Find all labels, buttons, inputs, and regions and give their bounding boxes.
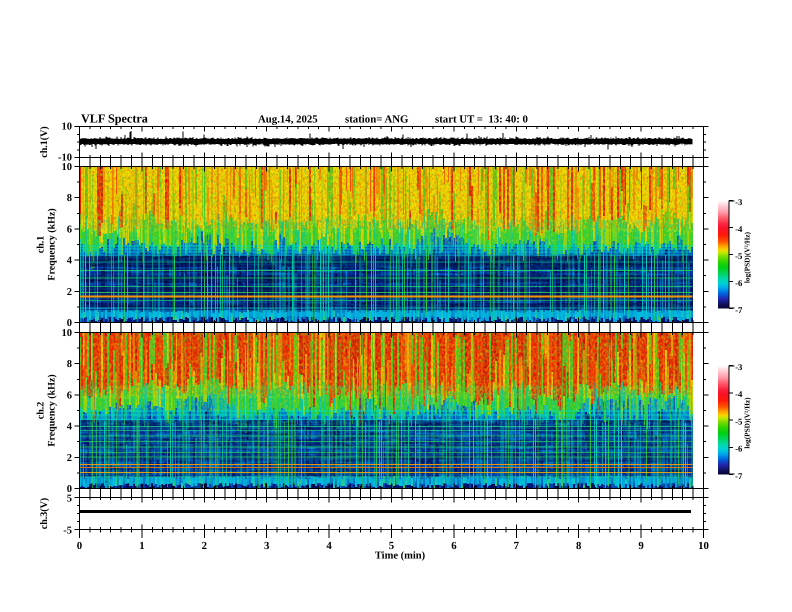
svg-text:VLF Spectra: VLF Spectra: [81, 112, 148, 126]
svg-text:-4: -4: [735, 389, 743, 399]
svg-text:-4: -4: [735, 224, 743, 234]
svg-text:start UT = 13: 40: 0: start UT = 13: 40: 0: [435, 114, 528, 126]
svg-text:5: 5: [67, 494, 72, 505]
svg-text:6: 6: [67, 224, 72, 235]
svg-text:-5: -5: [63, 526, 72, 537]
svg-text:station= ANG: station= ANG: [345, 114, 409, 126]
svg-text:5: 5: [389, 540, 394, 552]
svg-text:log(PSD)(V²/Hz): log(PSD)(V²/Hz): [743, 231, 752, 283]
svg-text:-5: -5: [735, 251, 743, 261]
svg-text:4: 4: [67, 256, 73, 267]
svg-text:0: 0: [77, 540, 82, 552]
svg-text:Frequency (kHz): Frequency (kHz): [47, 208, 58, 280]
svg-text:-7: -7: [735, 305, 743, 315]
svg-text:ch.1(V): ch.1(V): [39, 126, 50, 157]
svg-text:Aug.14, 2025: Aug.14, 2025: [258, 114, 318, 126]
svg-text:-7: -7: [735, 471, 743, 481]
svg-text:-5: -5: [735, 416, 743, 426]
svg-text:-6: -6: [735, 278, 743, 288]
svg-text:log(PSD)(V²/Hz): log(PSD)(V²/Hz): [743, 397, 752, 449]
svg-text:4: 4: [326, 540, 332, 552]
svg-text:10: 10: [698, 540, 709, 552]
svg-text:0: 0: [67, 484, 72, 495]
svg-text:2: 2: [202, 540, 207, 552]
svg-text:9: 9: [638, 540, 644, 552]
svg-text:Frequency (kHz): Frequency (kHz): [47, 374, 58, 446]
svg-text:ch.2: ch.2: [36, 402, 47, 420]
svg-text:6: 6: [67, 390, 72, 401]
svg-text:-3: -3: [735, 362, 743, 372]
svg-text:8: 8: [576, 540, 582, 552]
svg-text:6: 6: [451, 540, 457, 552]
svg-text:7: 7: [514, 540, 520, 552]
svg-text:2: 2: [67, 287, 72, 298]
svg-text:-6: -6: [735, 444, 743, 454]
svg-text:-3: -3: [735, 197, 743, 207]
svg-text:Time (min): Time (min): [375, 551, 426, 562]
svg-text:-10: -10: [58, 153, 72, 164]
svg-text:10: 10: [62, 162, 73, 173]
svg-text:3: 3: [264, 540, 270, 552]
svg-text:10: 10: [62, 328, 73, 339]
svg-text:8: 8: [67, 359, 72, 370]
svg-text:ch.3(V): ch.3(V): [39, 498, 50, 529]
svg-text:ch.1: ch.1: [36, 236, 47, 254]
svg-text:4: 4: [67, 422, 73, 433]
svg-text:2: 2: [67, 453, 72, 464]
svg-text:1: 1: [139, 540, 144, 552]
svg-text:10: 10: [62, 121, 73, 132]
svg-text:8: 8: [67, 193, 72, 204]
svg-text:0: 0: [67, 318, 72, 329]
